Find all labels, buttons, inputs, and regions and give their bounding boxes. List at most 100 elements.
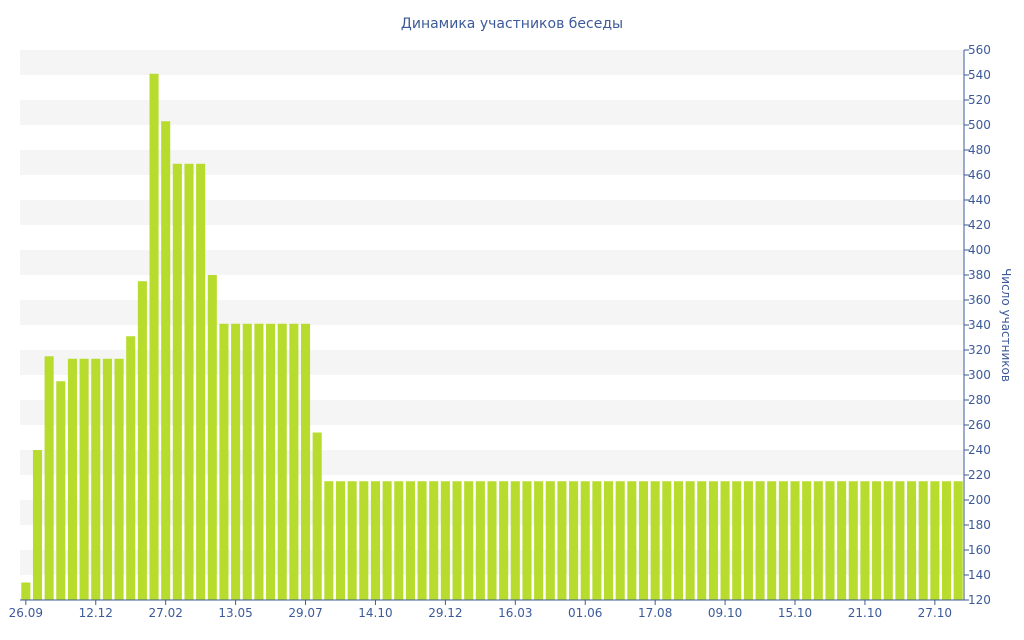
bar[interactable]	[335, 481, 346, 600]
bar[interactable]	[219, 323, 229, 600]
bar[interactable]	[545, 481, 555, 600]
y-tick-label: 160	[968, 543, 991, 557]
bar[interactable]	[603, 481, 614, 600]
bar[interactable]	[231, 323, 241, 600]
bar[interactable]	[638, 481, 649, 600]
bar[interactable]	[860, 481, 870, 600]
bar[interactable]	[953, 481, 963, 600]
bar[interactable]	[790, 481, 800, 600]
bar[interactable]	[394, 481, 404, 600]
bar[interactable]	[475, 481, 485, 600]
bar[interactable]	[743, 481, 753, 600]
x-tick-label: 16.03	[498, 606, 532, 620]
bar[interactable]	[67, 358, 77, 600]
bar[interactable]	[126, 336, 136, 600]
x-tick-label: 26.09	[9, 606, 43, 620]
bar[interactable]	[685, 481, 695, 600]
x-tick-label: 12.12	[79, 606, 113, 620]
bar[interactable]	[347, 481, 357, 600]
bar[interactable]	[941, 481, 952, 600]
bar[interactable]	[277, 323, 287, 600]
bar[interactable]	[837, 481, 847, 600]
bar[interactable]	[650, 481, 660, 600]
bar[interactable]	[452, 481, 462, 600]
bar[interactable]	[580, 481, 590, 600]
bar[interactable]	[196, 163, 206, 600]
y-tick-label: 500	[968, 118, 991, 132]
bar[interactable]	[883, 481, 893, 600]
bar[interactable]	[627, 481, 637, 600]
bar[interactable]	[673, 481, 684, 600]
y-tick-label: 520	[968, 93, 991, 107]
x-tick-label: 09.10	[708, 606, 742, 620]
bar[interactable]	[918, 481, 928, 600]
y-tick-label: 360	[968, 293, 991, 307]
bar[interactable]	[569, 481, 579, 600]
bar[interactable]	[32, 450, 43, 600]
bar[interactable]	[732, 481, 742, 600]
bar[interactable]	[91, 358, 101, 600]
y-axis-label: Число участников	[999, 268, 1013, 382]
bar[interactable]	[778, 481, 788, 600]
bar[interactable]	[161, 121, 171, 600]
bar[interactable]	[755, 481, 765, 600]
bar[interactable]	[312, 432, 322, 601]
x-tick-label: 14.10	[358, 606, 392, 620]
bar[interactable]	[767, 481, 777, 600]
bar[interactable]	[720, 481, 730, 600]
bar[interactable]	[930, 481, 940, 600]
y-tick-label: 200	[968, 493, 991, 507]
bar[interactable]	[708, 481, 718, 600]
bar[interactable]	[440, 481, 450, 600]
bar[interactable]	[813, 481, 823, 600]
bar[interactable]	[662, 481, 672, 600]
bar[interactable]	[802, 481, 812, 600]
bar[interactable]	[615, 481, 625, 600]
bar[interactable]	[44, 356, 54, 600]
bar[interactable]	[102, 358, 112, 600]
bar[interactable]	[79, 358, 89, 600]
bar[interactable]	[592, 481, 602, 600]
bar[interactable]	[534, 481, 544, 600]
bar[interactable]	[242, 323, 252, 600]
y-axis: 120 140 160 180 200 220 240 260 280 300 320 340 360 3…	[963, 43, 991, 607]
bar[interactable]	[359, 481, 369, 600]
grid-band	[20, 100, 964, 125]
bar[interactable]	[184, 163, 194, 600]
bar[interactable]	[825, 481, 835, 600]
bar[interactable]	[499, 481, 509, 600]
bar[interactable]	[137, 281, 147, 600]
bar[interactable]	[405, 481, 415, 600]
bar[interactable]	[370, 481, 381, 600]
bar[interactable]	[417, 481, 427, 600]
bar[interactable]	[266, 323, 276, 600]
bar[interactable]	[172, 163, 182, 600]
bar[interactable]	[21, 582, 31, 601]
bar[interactable]	[697, 481, 707, 600]
bar[interactable]	[254, 323, 264, 600]
bar[interactable]	[300, 323, 311, 600]
bar[interactable]	[114, 358, 124, 600]
bar[interactable]	[848, 481, 858, 600]
bar[interactable]	[510, 481, 520, 600]
bar[interactable]	[382, 481, 392, 600]
y-tick-label: 120	[968, 593, 991, 607]
bar[interactable]	[907, 481, 917, 600]
bar[interactable]	[464, 481, 474, 600]
x-tick-label: 13.05	[218, 606, 252, 620]
bar[interactable]	[207, 275, 217, 600]
bar[interactable]	[557, 481, 567, 600]
bar[interactable]	[324, 481, 334, 600]
y-tick-label: 480	[968, 143, 991, 157]
bar[interactable]	[522, 481, 532, 600]
grid-band	[20, 50, 964, 75]
bar[interactable]	[429, 481, 439, 600]
bar[interactable]	[289, 323, 299, 600]
bar[interactable]	[56, 381, 66, 600]
bar[interactable]	[487, 481, 497, 600]
bar[interactable]	[872, 481, 882, 600]
bar[interactable]	[895, 481, 905, 600]
x-tick-label: 29.12	[428, 606, 462, 620]
bar[interactable]	[149, 73, 159, 600]
y-tick-label: 140	[968, 568, 991, 582]
